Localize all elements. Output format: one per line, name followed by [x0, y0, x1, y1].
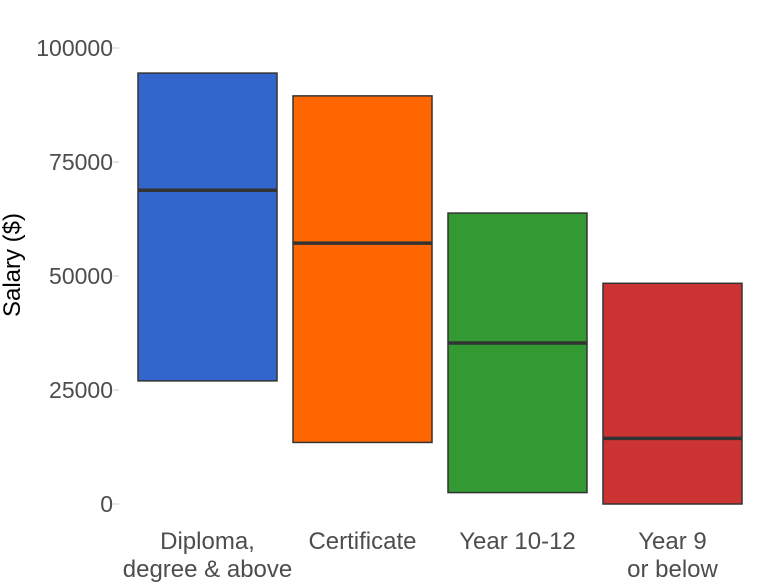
- bar-4: [602, 282, 743, 505]
- bars: [137, 72, 743, 505]
- category-label-1: Diploma, degree & above: [123, 528, 292, 583]
- category-label-3: Year 10-12: [459, 528, 576, 555]
- y-tick-label: 0: [100, 491, 113, 517]
- y-tick-label: 50000: [49, 263, 113, 289]
- category-label-4: Year 9 or below: [627, 528, 718, 583]
- y-tick-label: 25000: [49, 377, 113, 403]
- y-axis-title: Salary ($): [0, 213, 26, 317]
- category-label-2: Certificate: [308, 528, 416, 555]
- bar-1: [137, 72, 278, 382]
- y-axis-ticks: 0 25000 50000 75000 100000: [36, 35, 119, 517]
- bar-3: [447, 212, 588, 494]
- y-tick-label: 75000: [49, 149, 113, 175]
- y-tick-label: 100000: [36, 35, 113, 61]
- x-axis-labels: Diploma, degree & above Certificate Year 10…: [123, 528, 719, 583]
- bar-2: [292, 95, 433, 444]
